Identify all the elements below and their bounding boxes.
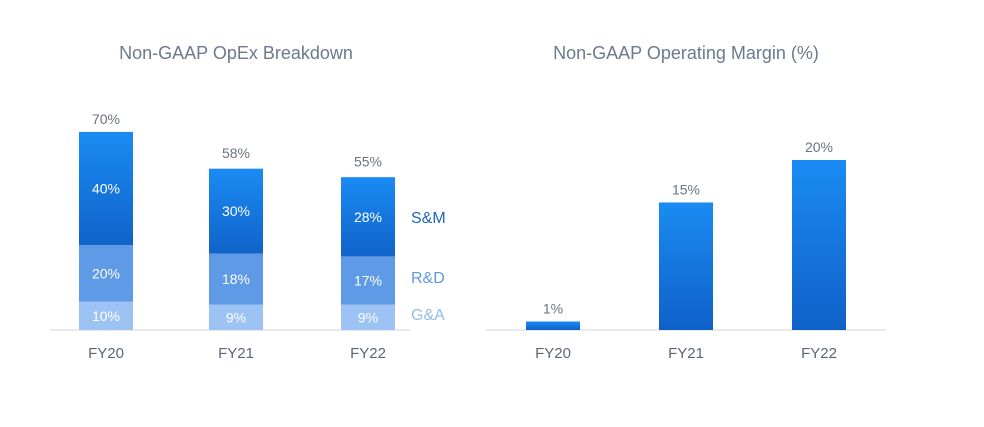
opex-bar-ga-fy21 — [209, 304, 263, 330]
opex-label-ga-fy22: 9% — [358, 309, 378, 325]
opex-label-ga-fy20: 10% — [92, 308, 120, 324]
margin-value-label-fy22: 20% — [805, 139, 833, 155]
opex-total-label-fy22: 55% — [354, 153, 382, 169]
margin-bar-fy20 — [526, 321, 580, 330]
opex-bar-ga-fy20 — [79, 301, 133, 330]
opex-total-label-fy20: 70% — [92, 111, 120, 127]
margin-x-tick-fy20: FY20 — [535, 345, 571, 362]
opex-bar-sm-fy22 — [341, 177, 395, 257]
legend-rd: R&D — [411, 270, 445, 287]
margin-value-label-fy21: 15% — [672, 182, 700, 198]
opex-x-tick-fy22: FY22 — [350, 345, 386, 362]
margin-x-tick-fy21: FY21 — [668, 345, 704, 362]
legend-ga: G&A — [411, 307, 445, 324]
opex-bar-sm-fy21 — [209, 168, 263, 254]
opex-bar-rd-fy21 — [209, 253, 263, 305]
opex-label-rd-fy21: 18% — [222, 271, 250, 287]
opex-breakdown-chart: 10% 20% 40% 70% FY20 9% 18% 30% 58% FY21 9% 17% 28% 5… — [50, 111, 446, 362]
margin-bar-fy21 — [659, 202, 713, 330]
opex-bar-sm-fy20 — [79, 131, 133, 246]
opex-label-sm-fy20: 40% — [92, 181, 120, 197]
opex-label-sm-fy22: 28% — [354, 209, 382, 225]
opex-label-rd-fy22: 17% — [354, 272, 382, 288]
opex-x-tick-fy21: FY21 — [218, 345, 254, 362]
legend-sm: S&M — [411, 210, 446, 227]
opex-label-rd-fy20: 20% — [92, 265, 120, 281]
margin-x-tick-fy22: FY22 — [801, 345, 837, 362]
opex-label-sm-fy21: 30% — [222, 203, 250, 219]
opex-chart-title: Non-GAAP OpEx Breakdown — [119, 43, 353, 63]
margin-value-label-fy20: 1% — [543, 301, 563, 317]
opex-total-label-fy21: 58% — [222, 145, 250, 161]
opex-bar-rd-fy22 — [341, 256, 395, 305]
opex-bar-ga-fy22 — [341, 304, 395, 330]
opex-x-tick-fy20: FY20 — [88, 345, 124, 362]
opex-bar-rd-fy20 — [79, 245, 133, 302]
margin-chart-title: Non-GAAP Operating Margin (%) — [553, 43, 819, 63]
opex-label-ga-fy21: 9% — [226, 309, 246, 325]
margin-bar-fy22 — [792, 160, 846, 330]
operating-margin-chart: 1% FY20 15% FY21 20% FY22 — [486, 139, 886, 362]
